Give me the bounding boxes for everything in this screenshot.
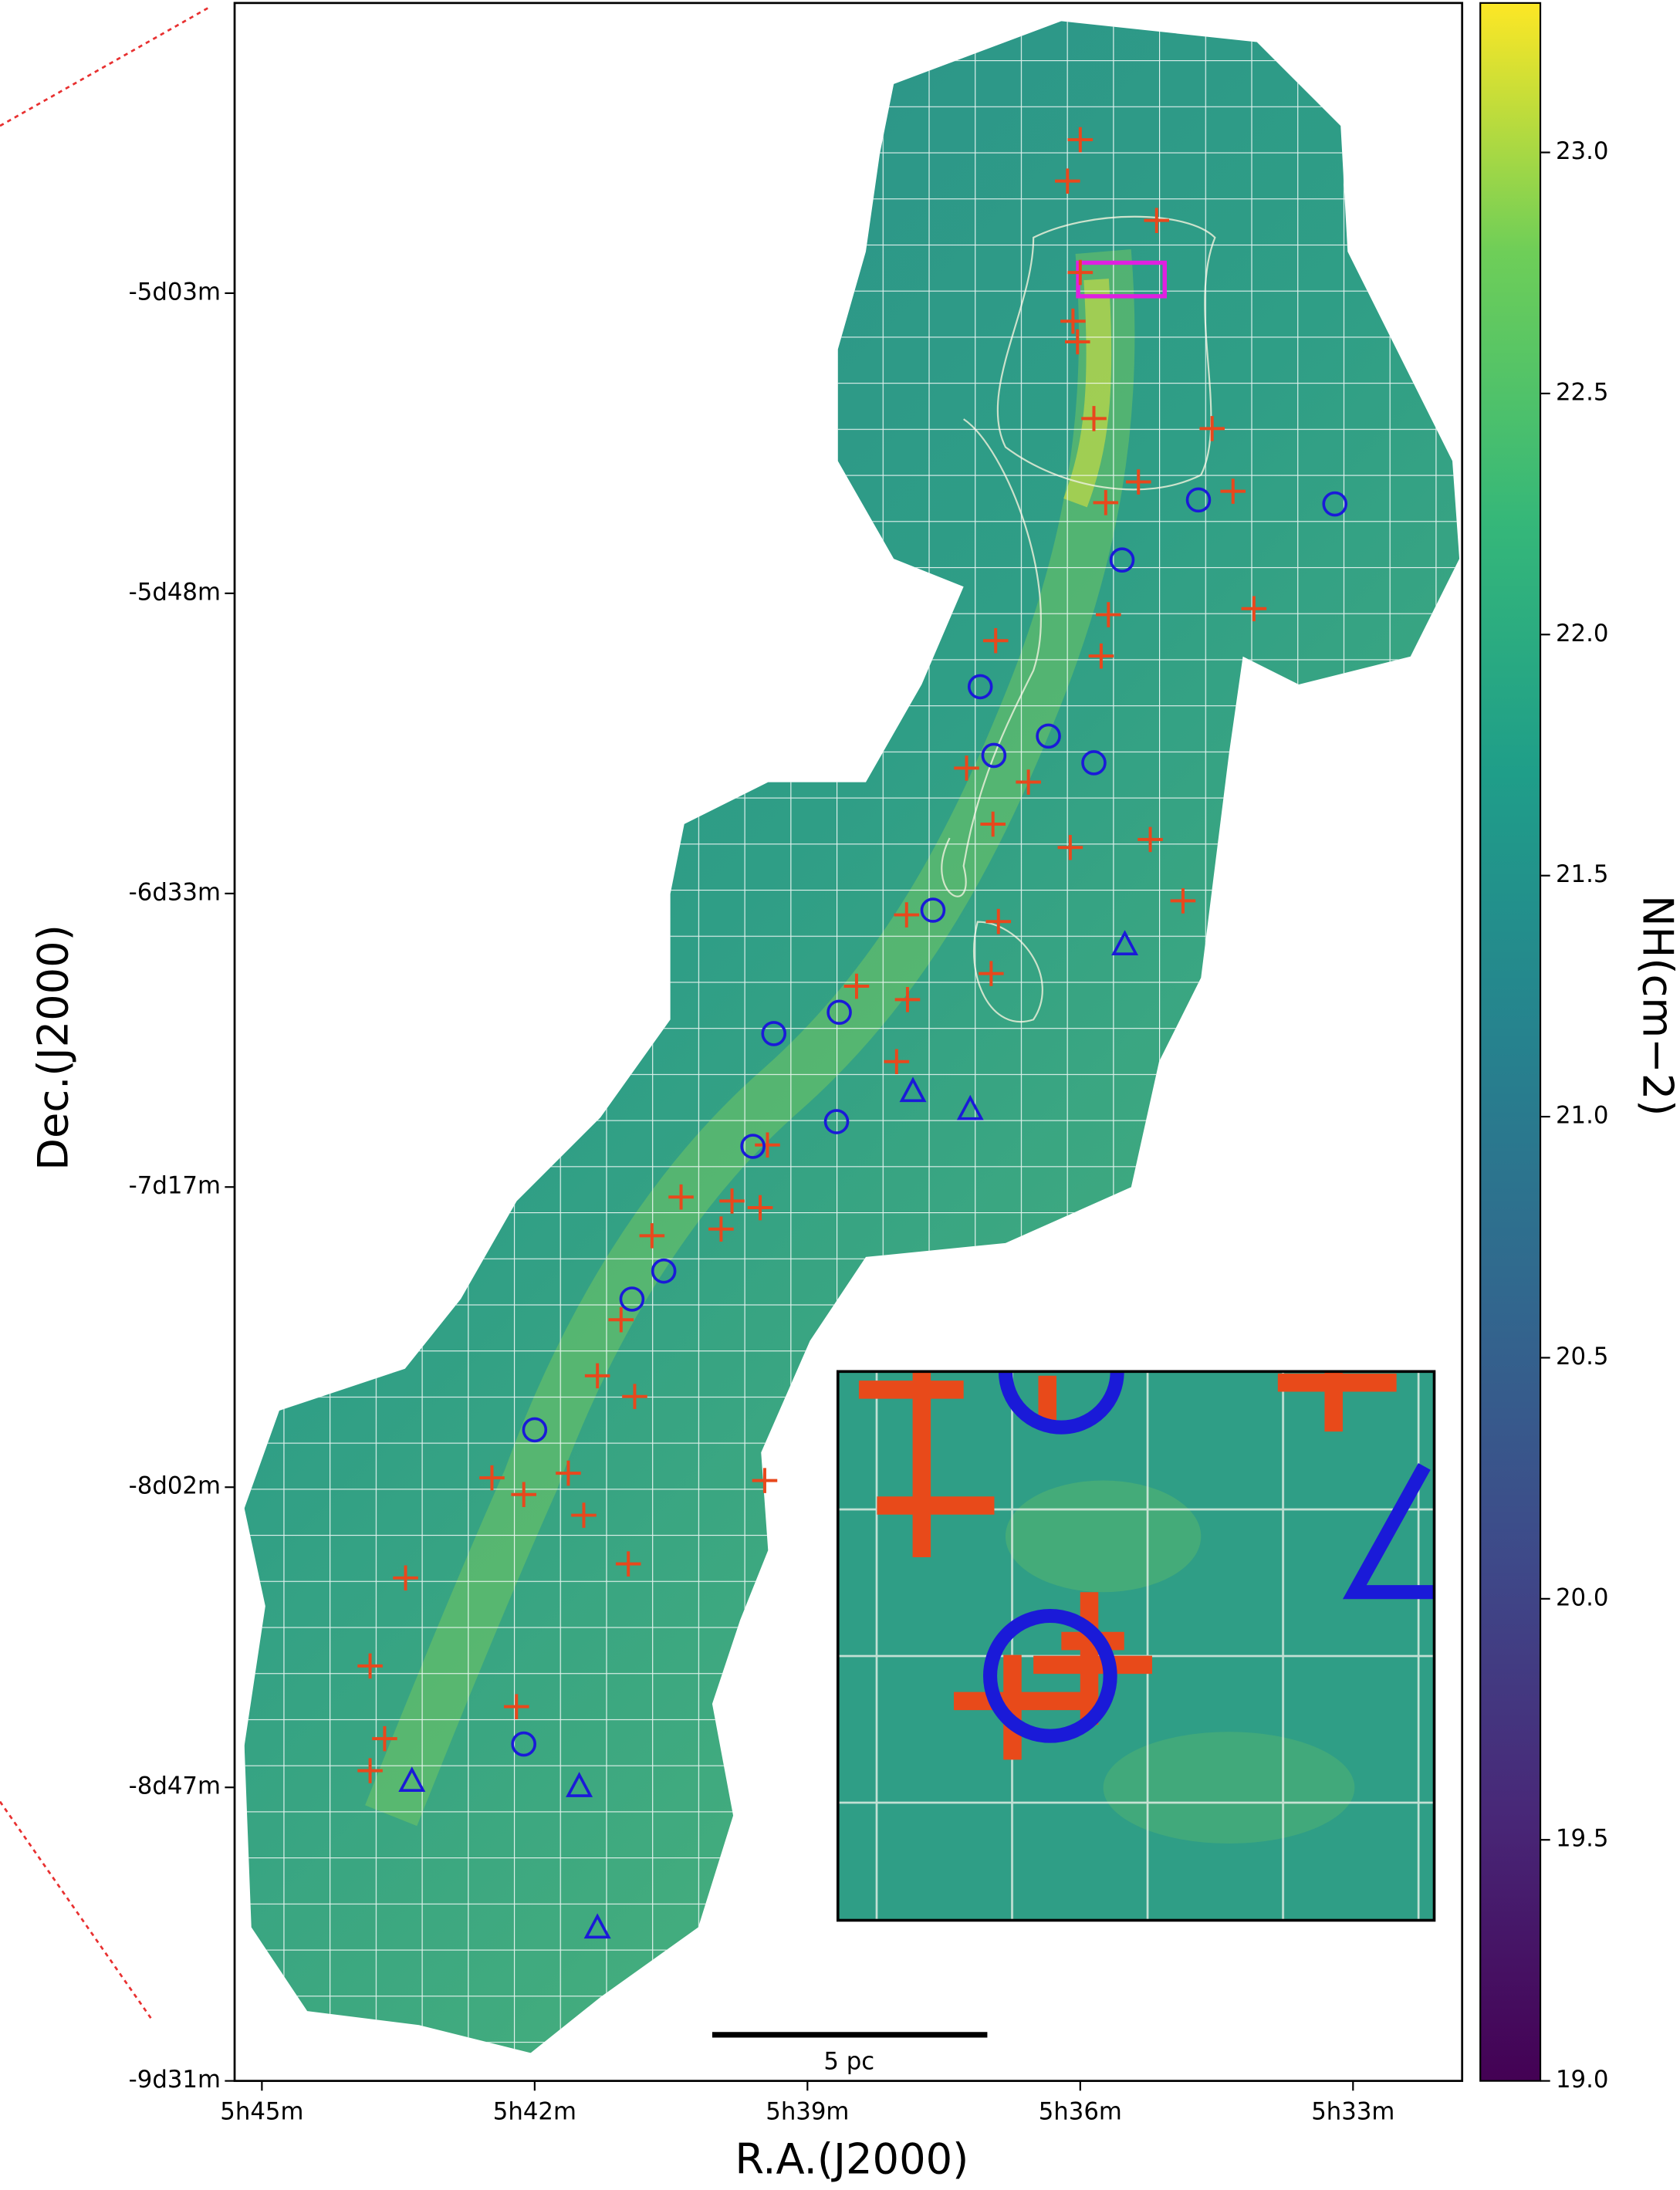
y-tick-label: -6d33m: [129, 878, 221, 906]
colorbar-tick-label: 20.0: [1556, 1583, 1608, 1611]
colorbar-label: NH(cm−2): [1633, 895, 1680, 1116]
y-tick-label: -5d48m: [129, 578, 221, 606]
y-axis-label: Dec.(J2000): [29, 924, 78, 1171]
y-tick-label: -8d47m: [129, 1773, 221, 1800]
y-tick-label: -9d31m: [129, 2066, 221, 2094]
x-tick-label: 5h33m: [1311, 2098, 1394, 2126]
figure: 5 pc R.A.(J2000) Dec.(J2000) NH(cm−2) 5h…: [0, 0, 1680, 2190]
colorbar-tick-label: 19.5: [1556, 1825, 1608, 1853]
colorbar-tick-label: 21.0: [1556, 1102, 1608, 1130]
page: {"chart_data":{ "type":"scatter", "xlabe…: [0, 0, 1680, 2190]
colorbar-tick-label: 23.0: [1556, 137, 1608, 165]
colorbar-tick-label: 22.0: [1556, 620, 1608, 647]
scale-bar-label: 5 pc: [823, 2048, 874, 2076]
x-tick-label: 5h42m: [493, 2098, 576, 2126]
x-tick-label: 5h36m: [1039, 2098, 1122, 2126]
x-tick-label: 5h45m: [220, 2098, 303, 2126]
y-tick-label: -8d02m: [129, 1472, 221, 1500]
y-tick-label: -7d17m: [129, 1172, 221, 1200]
colorbar-tick-label: 19.0: [1556, 2066, 1608, 2094]
colorbar-tick-label: 22.5: [1556, 378, 1608, 406]
zoom-line: [0, 1802, 150, 2018]
colorbar-tick-label: 21.5: [1556, 860, 1608, 888]
y-tick-label: -5d03m: [129, 278, 221, 306]
x-tick-label: 5h39m: [766, 2098, 849, 2126]
inset: [838, 1371, 1435, 1920]
zoom-line: [0, 7, 209, 126]
colorbar-tick-label: 20.5: [1556, 1343, 1608, 1370]
x-axis-label: R.A.(J2000): [735, 2135, 968, 2184]
colorbar: [1480, 3, 1540, 2081]
